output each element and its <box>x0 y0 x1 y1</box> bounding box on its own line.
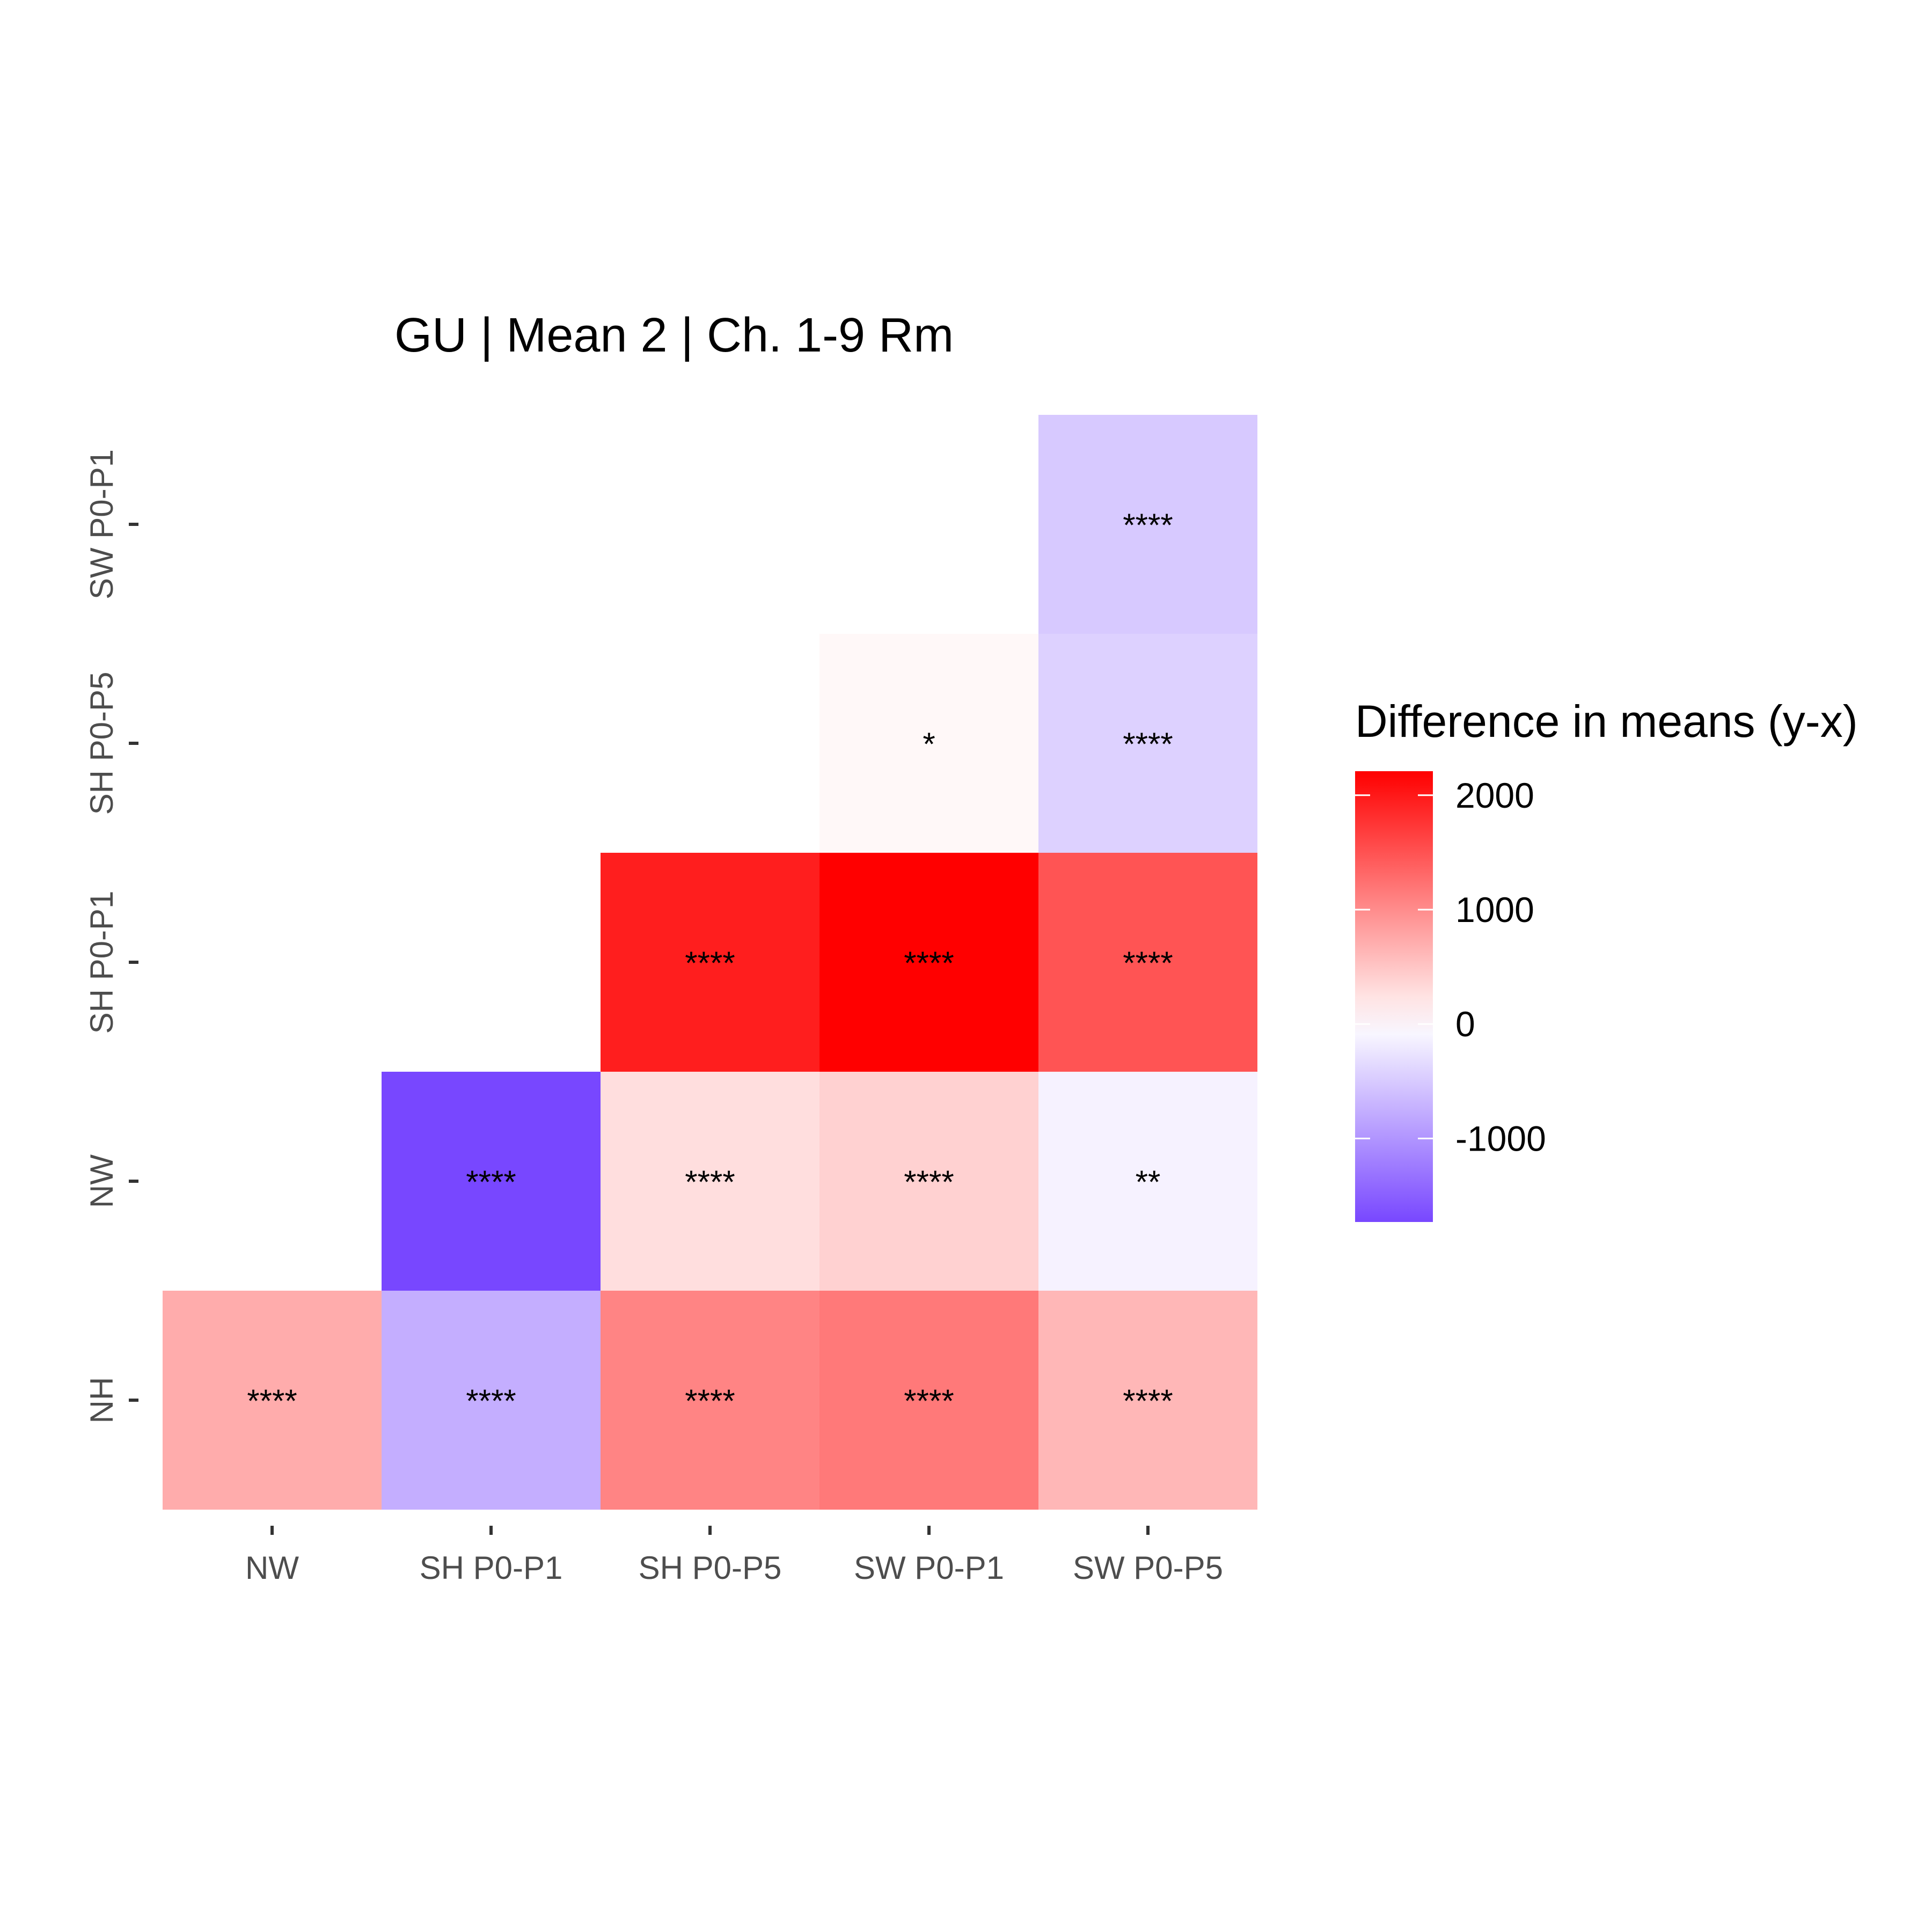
heatmap-cell-label: **** <box>466 1164 516 1200</box>
heatmap-cell-label: **** <box>1123 726 1173 762</box>
heatmap-cell-sh-p0-p5-nw: **** <box>601 1072 819 1291</box>
heatmap-cell-label: * <box>923 726 935 762</box>
heatmap-cell-sw-p0-p1-nh: **** <box>819 1291 1038 1510</box>
heatmap-cell-sw-p0-p1-sh-p0-p5: * <box>819 634 1038 853</box>
heatmap-cell-sw-p0-p1-sh-p0-p1: **** <box>819 853 1038 1072</box>
heatmap-cell-label: **** <box>685 945 735 981</box>
heatmap-cell-nw-nh: **** <box>163 1291 382 1510</box>
x-tick-label: SW P0-P1 <box>854 1550 1004 1586</box>
heatmap-cell-sh-p0-p1-nw: **** <box>382 1072 601 1291</box>
legend-tick-label: 1000 <box>1455 890 1534 930</box>
heatmap-cell-rect <box>819 1291 1038 1510</box>
heatmap-cell-sh-p0-p1-nh: **** <box>382 1291 601 1510</box>
heatmap-cell-label: **** <box>904 1383 954 1419</box>
heatmap-cell-rect <box>1038 1072 1257 1291</box>
heatmap-cell-sw-p0-p5-nw: ** <box>1038 1072 1257 1291</box>
heatmap-cell-rect <box>382 1291 601 1510</box>
heatmap-cell-sw-p0-p5-sh-p0-p5: **** <box>1038 634 1257 853</box>
heatmap-cell-rect <box>601 853 819 1072</box>
y-tick-label: NH <box>84 1377 120 1424</box>
heatmap-cell-label: **** <box>466 1383 516 1419</box>
heatmap-cell-sh-p0-p5-nh: **** <box>601 1291 819 1510</box>
color-legend: Difference in means (y-x) 2000 1000 0 -1000 <box>1355 696 1858 1222</box>
heatmap-cell-label: **** <box>904 1164 954 1200</box>
y-tick-label: SH P0-P1 <box>84 891 120 1034</box>
x-tick-label: NW <box>245 1550 299 1586</box>
legend-tick-label: 2000 <box>1455 775 1534 815</box>
heatmap-cell-sh-p0-p5-sh-p0-p1: **** <box>601 853 819 1072</box>
heatmap-cells: **** **** **** **** ******** **** **** ****** **… <box>163 415 1257 1510</box>
heatmap-cell-label: **** <box>685 1383 735 1419</box>
heatmap-cell-rect <box>382 1072 601 1291</box>
legend-tick-label: 0 <box>1455 1004 1475 1044</box>
chart-title: GU | Mean 2 | Ch. 1-9 Rm <box>394 309 954 362</box>
heatmap-cell-rect <box>163 1291 382 1510</box>
legend-color-bar <box>1355 771 1433 1222</box>
heatmap-cell-rect <box>1038 1291 1257 1510</box>
heatmap-cell-label: **** <box>1123 507 1173 543</box>
heatmap-cell-rect <box>1038 415 1257 634</box>
heatmap-cell-label: **** <box>904 945 954 981</box>
heatmap-cell-rect <box>1038 634 1257 853</box>
heatmap-cell-rect <box>819 853 1038 1072</box>
heatmap-cell-sw-p0-p5-sw-p0-p1: **** <box>1038 415 1257 634</box>
heatmap-cell-label: **** <box>685 1164 735 1200</box>
heatmap-cell-sw-p0-p5-nh: **** <box>1038 1291 1257 1510</box>
heatmap-cell-sw-p0-p1-nw: **** <box>819 1072 1038 1291</box>
heatmap-cell-label: **** <box>1123 1383 1173 1419</box>
heatmap-cell-label: ** <box>1136 1164 1161 1200</box>
x-tick-label: SH P0-P5 <box>639 1550 782 1586</box>
y-tick-label: SH P0-P5 <box>84 672 120 815</box>
heatmap-cell-rect <box>819 1072 1038 1291</box>
y-tick-label: NW <box>84 1154 120 1208</box>
y-axis: NH NW SH P0-P1 SH P0-P5 SW P0-P1 <box>84 449 138 1423</box>
heatmap-cell-rect <box>601 1072 819 1291</box>
heatmap-cell-rect <box>601 1291 819 1510</box>
x-tick-label: SH P0-P1 <box>420 1550 563 1586</box>
heatmap-cell-rect <box>1038 853 1257 1072</box>
x-axis: NW SH P0-P1 SH P0-P5 SW P0-P1 SW P0-P5 <box>245 1526 1223 1586</box>
heatmap-cell-rect <box>819 634 1038 853</box>
legend-tick-label: -1000 <box>1455 1118 1546 1158</box>
heatmap-cell-label: **** <box>1123 945 1173 981</box>
y-tick-label: SW P0-P1 <box>84 449 120 599</box>
legend-ticks: 2000 1000 0 -1000 <box>1355 775 1546 1158</box>
heatmap-cell-sw-p0-p5-sh-p0-p1: **** <box>1038 853 1257 1072</box>
x-tick-label: SW P0-P5 <box>1073 1550 1223 1586</box>
legend-title: Difference in means (y-x) <box>1355 696 1858 747</box>
heatmap-cell-label: **** <box>247 1383 297 1419</box>
